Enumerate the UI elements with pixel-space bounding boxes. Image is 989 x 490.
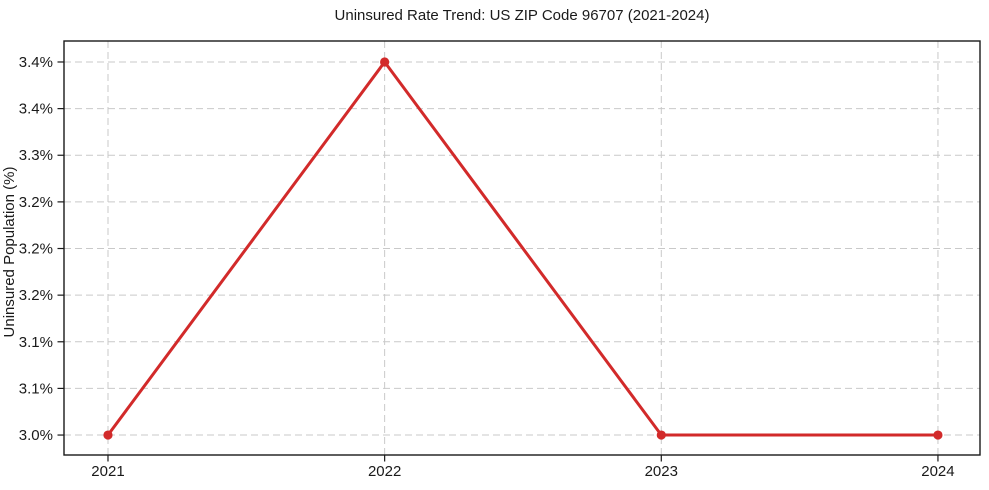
data-point-marker	[380, 57, 390, 67]
axis-layer: 3.0% 3.1% 3.1% 3.2% 3.2% 3.2% 3.3% 3.4% 3.4% 2021…	[19, 40, 981, 480]
y-tick-label: 3.4%	[19, 54, 53, 71]
y-tick-label: 3.1%	[19, 380, 53, 397]
trend-line	[106, 60, 940, 437]
data-point-marker	[103, 430, 113, 440]
y-axis-label: Uninsured Population (%)	[1, 167, 18, 338]
y-tick-label: 3.0%	[19, 427, 53, 444]
y-tick-label: 3.1%	[19, 334, 53, 351]
x-tick-label: 2024	[921, 463, 954, 480]
x-tick-label: 2021	[91, 463, 124, 480]
data-point-marker	[933, 430, 943, 440]
y-tick-label: 3.4%	[19, 101, 53, 118]
series-layer	[103, 57, 943, 440]
x-tick-label: 2022	[368, 463, 401, 480]
y-tick-label: 3.2%	[19, 241, 53, 258]
y-tick-label: 3.2%	[19, 287, 53, 304]
plot-border	[63, 40, 981, 456]
chart-title: Uninsured Rate Trend: US ZIP Code 96707 …	[334, 7, 710, 24]
y-tick-label: 3.2%	[19, 194, 53, 211]
data-point-marker	[656, 430, 666, 440]
y-tick-label: 3.3%	[19, 147, 53, 164]
x-tick-label: 2023	[645, 463, 678, 480]
